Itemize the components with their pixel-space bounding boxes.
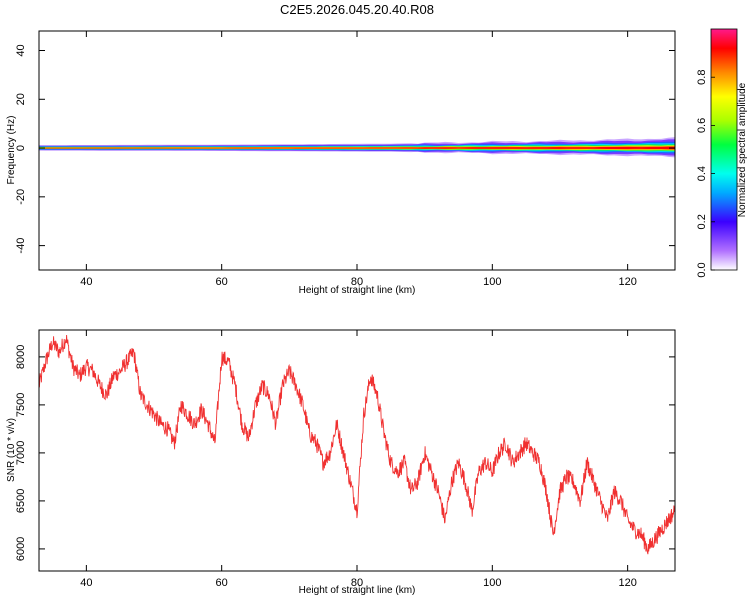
- x-tick-label: 40: [80, 577, 92, 589]
- spectrogram-y-ticks: -40 -20 0 20 40: [15, 44, 675, 254]
- colorbar-tick-label: 0.4: [696, 166, 708, 181]
- y-tick-label: 6000: [15, 537, 27, 561]
- spectrogram-y-axis-label: Frequency (Hz): [6, 116, 17, 185]
- spectrogram-x-axis-label: Height of straight line (km): [299, 285, 416, 296]
- snr-x-ticks: 40 60 80 100 120: [80, 330, 637, 589]
- snr-y-ticks: 6000 6500 7000 7500 8000: [15, 345, 675, 561]
- y-tick-label: -40: [15, 238, 27, 254]
- spectrogram-panel: 40 60 80 100 120 -40 -20 0 20 40 Height of strai…: [6, 30, 676, 296]
- colorbar-gradient: [710, 28, 738, 271]
- x-tick-label: 40: [80, 276, 92, 288]
- snr-y-axis-label: SNR (10 * v/v): [6, 418, 17, 482]
- x-tick-label: 100: [483, 577, 501, 589]
- spectrogram-heatmap: [39, 137, 675, 158]
- colorbar-tick-label: 0.8: [696, 70, 708, 85]
- y-tick-label: -20: [15, 189, 27, 205]
- snr-x-axis-label: Height of straight line (km): [299, 585, 416, 596]
- x-tick-label: 80: [351, 276, 363, 288]
- spectrogram-band-layer: [39, 146, 675, 150]
- colorbar-ticks: 0.0 0.2 0.4 0.6 0.8: [696, 70, 715, 278]
- snr-frame: [38, 329, 676, 572]
- x-tick-label: 120: [618, 577, 636, 589]
- x-tick-label: 60: [216, 276, 228, 288]
- y-tick-label: 8000: [15, 345, 27, 369]
- colorbar-tick-label: 0.6: [696, 118, 708, 133]
- x-tick-label: 100: [483, 276, 501, 288]
- y-tick-label: 7500: [15, 393, 27, 417]
- y-tick-label: 6500: [15, 489, 27, 513]
- figure-title: C2E5.2026.045.20.40.R08: [280, 2, 434, 17]
- y-tick-label: 40: [15, 44, 27, 56]
- snr-line-area: [39, 334, 675, 555]
- colorbar: 0.0 0.2 0.4 0.6 0.8 Normalized spectral ampl…: [696, 28, 748, 278]
- y-tick-label: 0: [15, 145, 27, 151]
- colorbar-label: Normalized spectral amplitude: [737, 82, 748, 217]
- snr-series-line: [39, 334, 675, 555]
- x-tick-label: 60: [216, 577, 228, 589]
- colorbar-tick-label: 0.0: [696, 262, 708, 277]
- y-tick-label: 7000: [15, 441, 27, 465]
- colorbar-tick-label: 0.2: [696, 214, 708, 229]
- y-tick-label: 20: [15, 93, 27, 105]
- snr-panel: 40 60 80 100 120 6000 6500 7000 7500 8000 Height…: [6, 329, 676, 596]
- x-tick-label: 80: [351, 577, 363, 589]
- x-tick-label: 120: [618, 276, 636, 288]
- spectrogram-x-ticks: 40 60 80 100 120: [80, 31, 637, 288]
